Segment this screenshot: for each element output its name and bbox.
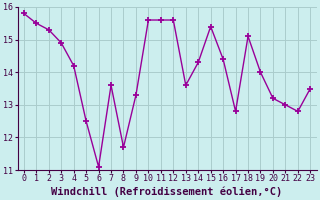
X-axis label: Windchill (Refroidissement éolien,°C): Windchill (Refroidissement éolien,°C) <box>52 186 283 197</box>
